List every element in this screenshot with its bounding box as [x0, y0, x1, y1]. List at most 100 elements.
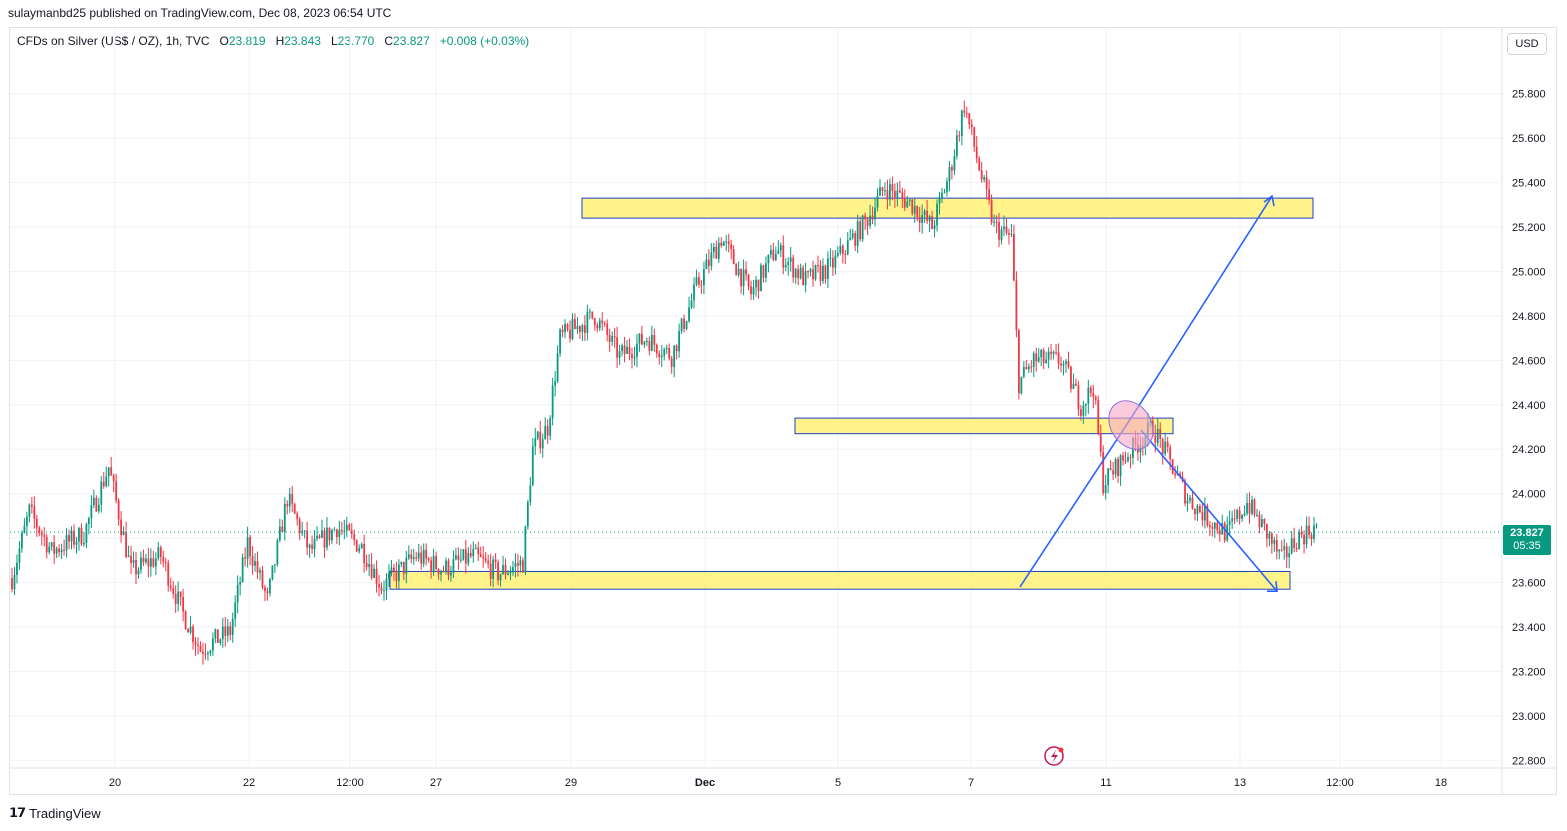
candle-body	[611, 336, 614, 342]
candle-body	[229, 626, 232, 635]
candle-body	[1065, 361, 1067, 364]
candle-body	[933, 225, 936, 229]
candle-body	[839, 245, 842, 253]
candle-body	[1032, 353, 1035, 367]
candle-body	[658, 353, 661, 358]
candle-body	[955, 135, 958, 156]
candle-body	[313, 538, 316, 550]
candle-body	[613, 336, 616, 338]
candle-body	[579, 326, 581, 332]
candle-body	[142, 557, 145, 563]
candle-body	[1179, 473, 1181, 477]
candle-body	[1203, 505, 1206, 521]
candle-body	[1164, 441, 1167, 454]
candle-body	[167, 563, 170, 586]
candle-body	[1047, 351, 1050, 360]
x-tick-label: 29	[565, 777, 577, 789]
candle-body	[797, 269, 800, 279]
candle-body	[1097, 399, 1100, 434]
close-label: C	[384, 34, 394, 48]
candle-body	[219, 639, 222, 643]
candle-body	[841, 245, 844, 254]
candle-body	[373, 568, 375, 578]
y-tick-label: 24.000	[1512, 489, 1546, 501]
candle-body	[725, 241, 728, 243]
candle-body	[117, 500, 120, 520]
y-tick-label: 25.800	[1512, 89, 1546, 101]
candle-body	[946, 181, 948, 193]
candle-body	[1275, 539, 1278, 552]
candle-body	[931, 216, 933, 229]
y-tick-label: 25.000	[1512, 266, 1546, 278]
candle-body	[288, 493, 291, 507]
candle-body	[521, 560, 524, 573]
candle-body	[390, 567, 393, 574]
candle-body	[802, 267, 805, 286]
candle-body	[209, 650, 212, 654]
candle-body	[283, 503, 286, 533]
candle-body	[1216, 522, 1219, 531]
candle-body	[707, 259, 710, 267]
candle-body	[1290, 538, 1293, 554]
candle-body	[154, 558, 157, 567]
candle-body	[1206, 505, 1209, 526]
candle-body	[1117, 458, 1119, 476]
candle-body	[921, 214, 924, 223]
candle-body	[472, 548, 475, 557]
candle-body	[199, 645, 202, 652]
candle-body	[90, 505, 93, 519]
candle-body	[908, 199, 911, 201]
candle-body	[504, 565, 507, 575]
candle-body	[92, 497, 95, 506]
symbol-title[interactable]: CFDs on Silver (US$ / OZ), 1h, TVC	[17, 34, 210, 48]
candle-body	[643, 341, 646, 345]
candle-body	[1283, 546, 1286, 550]
candle-body	[1070, 366, 1072, 389]
candle-body	[281, 526, 284, 533]
projection-up-arrow	[1019, 195, 1273, 588]
candle-body	[688, 307, 690, 322]
candle-body	[970, 124, 973, 128]
candle-body	[596, 325, 599, 329]
candle-body	[740, 268, 743, 287]
candle-body	[1169, 447, 1172, 460]
candle-body	[216, 629, 219, 643]
candle-body	[407, 554, 410, 558]
candle-body	[1109, 468, 1112, 471]
candle-body	[1293, 538, 1296, 549]
brand-footer[interactable]: 𝟭𝟳 TradingView	[9, 805, 101, 821]
candle-body	[18, 548, 21, 563]
candle-body	[549, 418, 552, 436]
open-label: O	[219, 34, 229, 48]
candle-body	[650, 334, 653, 351]
candle-body	[1129, 457, 1132, 459]
candle-body	[1278, 549, 1281, 552]
candle-body	[648, 341, 651, 351]
candle-body	[375, 568, 378, 585]
candle-body	[762, 265, 765, 278]
candle-body	[447, 560, 450, 576]
last-price-value: 23.827	[1510, 527, 1544, 539]
candle-body	[1005, 226, 1008, 233]
x-tick-label: 5	[835, 777, 841, 789]
candle-body	[1114, 458, 1117, 475]
candle-body	[769, 249, 772, 255]
currency-button[interactable]: USD	[1507, 33, 1547, 55]
candle-body	[1040, 350, 1043, 358]
candle-body	[893, 191, 896, 198]
candle-body	[715, 246, 718, 259]
candle-body	[898, 190, 901, 193]
candle-body	[1077, 385, 1080, 410]
candle-body	[653, 334, 656, 345]
candle-body	[1308, 525, 1310, 535]
candle-body	[923, 210, 926, 215]
candle-body	[273, 564, 276, 566]
candle-body	[951, 167, 953, 171]
candle-body	[1079, 409, 1082, 416]
candle-body	[526, 502, 529, 527]
candle-body	[698, 277, 700, 285]
highlight-ellipse	[1108, 400, 1154, 450]
candle-body	[1057, 352, 1060, 364]
candle-body	[566, 324, 569, 330]
